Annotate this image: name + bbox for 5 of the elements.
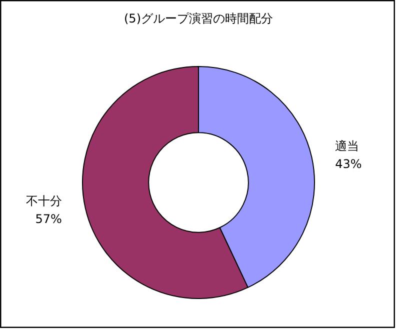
- chart-title: (5)グループ演習の時間配分: [124, 12, 273, 26]
- data-label: 57%: [35, 212, 62, 226]
- data-label: 43%: [335, 157, 362, 172]
- slice-label: 不十分: [26, 194, 62, 208]
- slice-label: 適当: [335, 138, 360, 153]
